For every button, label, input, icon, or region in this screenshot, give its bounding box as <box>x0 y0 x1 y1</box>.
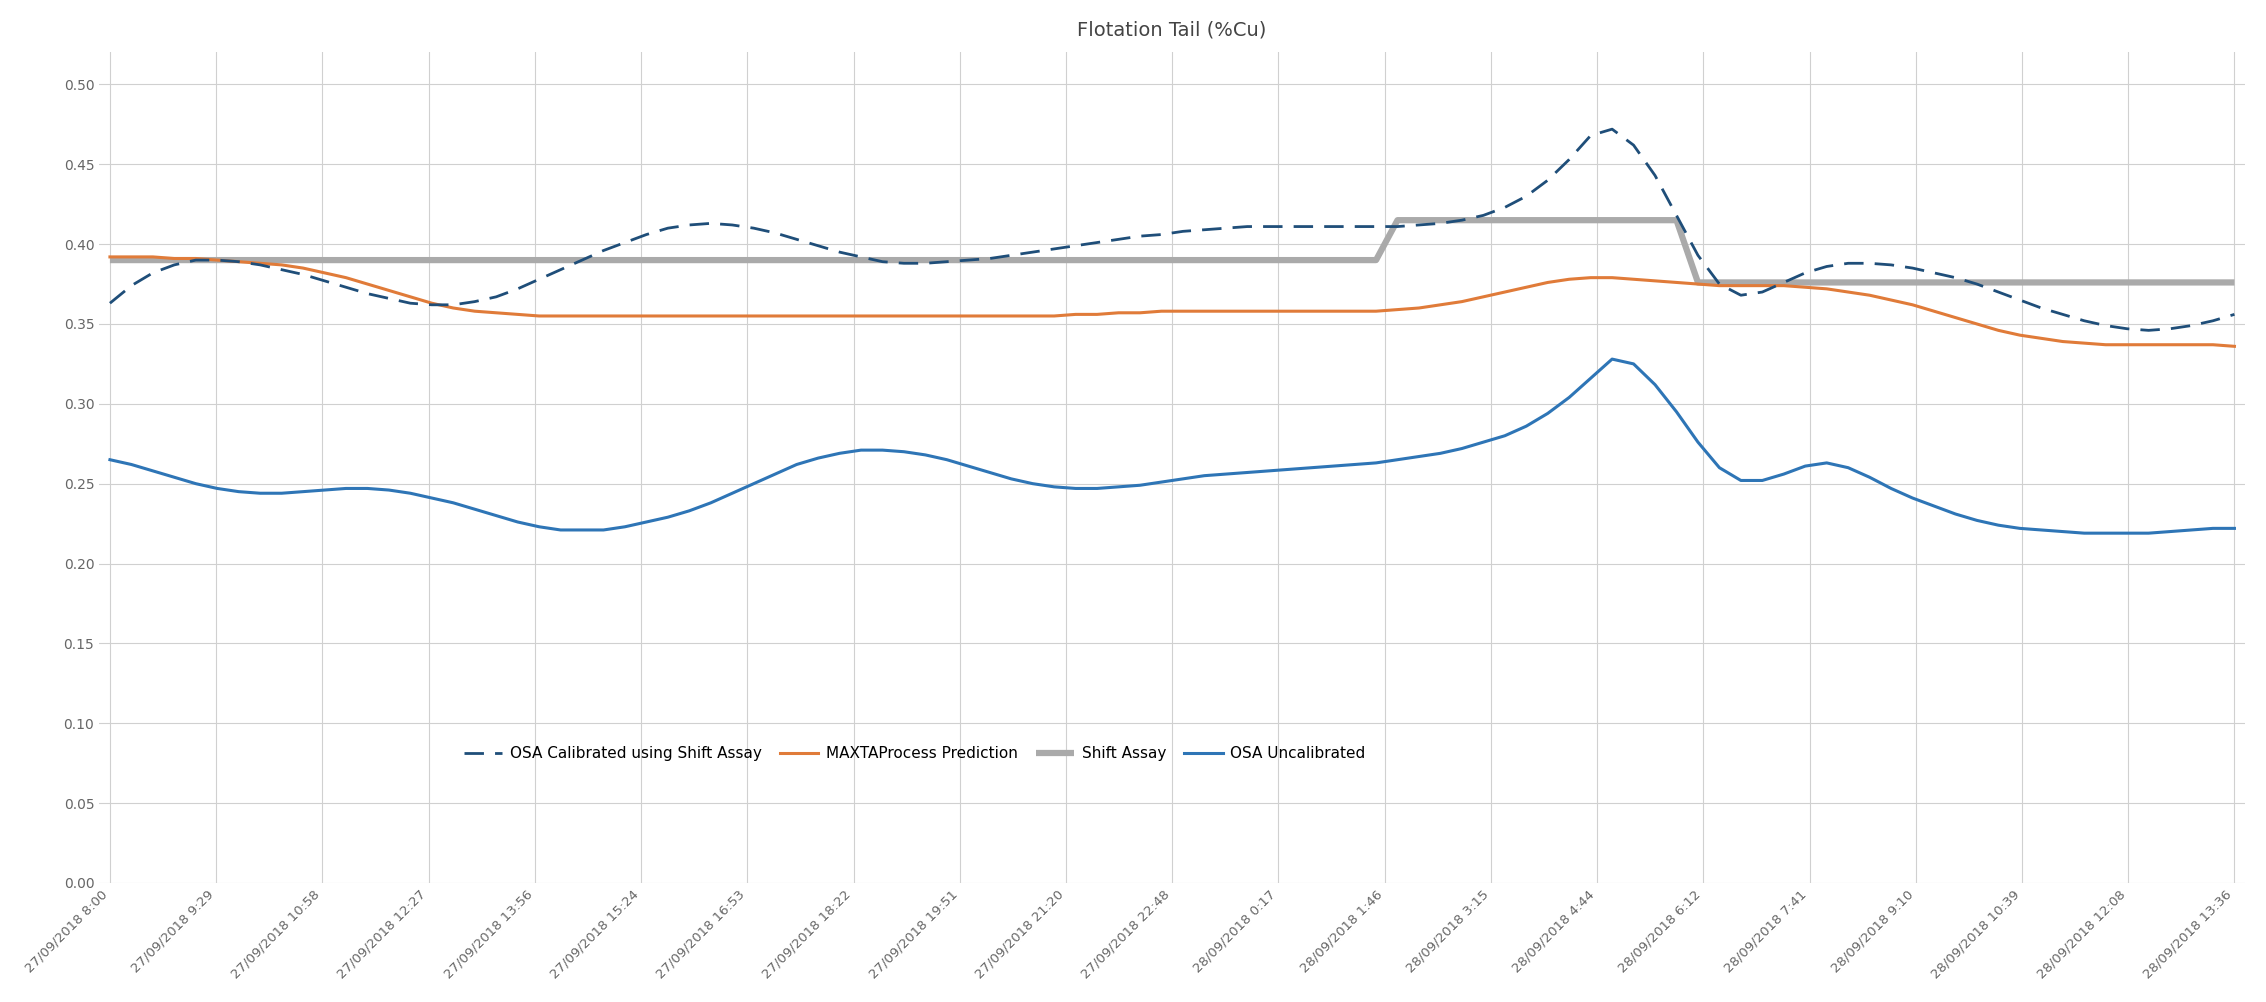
OSA Calibrated using Shift Assay <box>2135 325 2162 337</box>
OSA Uncalibrated <box>2071 527 2098 539</box>
OSA Uncalibrated <box>97 454 125 466</box>
OSA Uncalibrated <box>589 524 616 536</box>
Shift Assay <box>1663 214 1690 226</box>
MAXTAProcess Prediction <box>97 250 125 263</box>
OSA Uncalibrated <box>1362 457 1389 469</box>
Line: OSA Uncalibrated: OSA Uncalibrated <box>111 359 2234 533</box>
OSA Uncalibrated <box>1598 353 1625 365</box>
MAXTAProcess Prediction <box>1190 306 1217 318</box>
OSA Calibrated using Shift Assay <box>1190 223 1217 235</box>
MAXTAProcess Prediction <box>2048 336 2076 348</box>
MAXTAProcess Prediction <box>2114 339 2141 351</box>
OSA Calibrated using Shift Assay <box>1598 123 1625 135</box>
OSA Calibrated using Shift Assay <box>1362 220 1389 232</box>
Title: Flotation Tail (%Cu): Flotation Tail (%Cu) <box>1079 21 1267 40</box>
OSA Calibrated using Shift Assay <box>503 283 530 295</box>
Shift Assay <box>1684 277 1711 289</box>
OSA Calibrated using Shift Assay <box>2071 315 2098 327</box>
Shift Assay <box>1385 214 1412 226</box>
Line: OSA Calibrated using Shift Assay: OSA Calibrated using Shift Assay <box>111 129 2234 331</box>
Line: MAXTAProcess Prediction: MAXTAProcess Prediction <box>111 257 2234 347</box>
OSA Calibrated using Shift Assay <box>589 244 616 257</box>
OSA Uncalibrated <box>2157 526 2184 538</box>
Shift Assay <box>1362 255 1389 267</box>
Shift Assay <box>97 255 125 267</box>
OSA Calibrated using Shift Assay <box>2221 309 2248 321</box>
OSA Uncalibrated <box>2221 522 2248 534</box>
OSA Calibrated using Shift Assay <box>97 298 125 310</box>
Legend: OSA Calibrated using Shift Assay, MAXTAProcess Prediction, Shift Assay, OSA Unca: OSA Calibrated using Shift Assay, MAXTAP… <box>458 740 1371 768</box>
OSA Uncalibrated <box>1190 470 1217 482</box>
MAXTAProcess Prediction <box>1362 306 1389 318</box>
MAXTAProcess Prediction <box>589 310 616 322</box>
Shift Assay <box>2221 277 2248 289</box>
Line: Shift Assay: Shift Assay <box>111 220 2234 283</box>
OSA Uncalibrated <box>2092 527 2119 539</box>
MAXTAProcess Prediction <box>503 309 530 321</box>
OSA Calibrated using Shift Assay <box>2157 323 2184 335</box>
OSA Uncalibrated <box>503 516 530 528</box>
MAXTAProcess Prediction <box>2221 341 2248 353</box>
